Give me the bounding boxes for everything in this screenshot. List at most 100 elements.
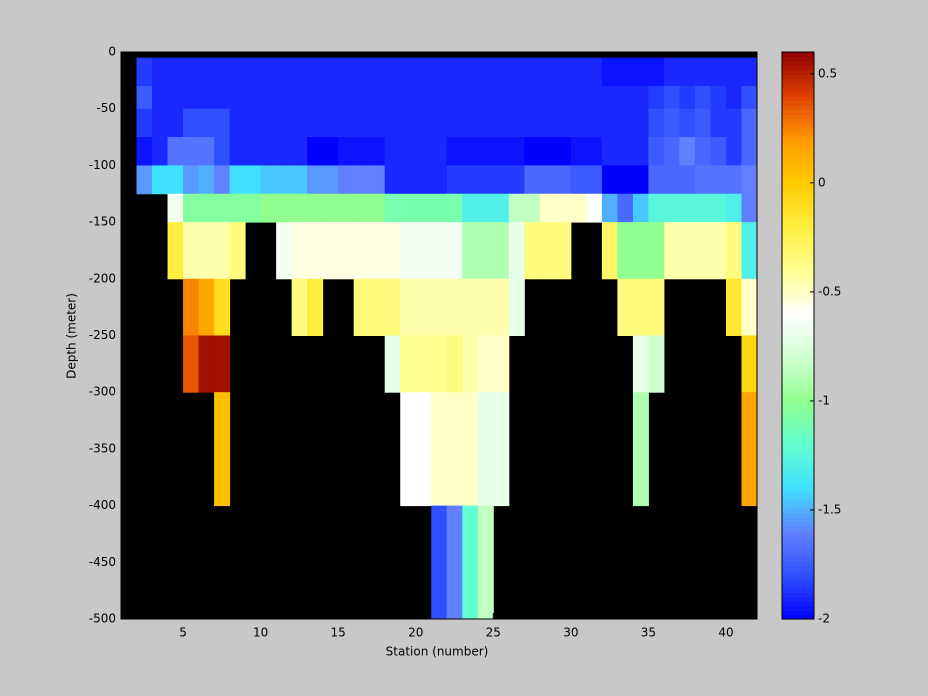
heat-cell — [400, 222, 417, 280]
heat-cell — [555, 108, 572, 138]
heat-cell — [229, 108, 246, 138]
heat-cell — [446, 165, 463, 195]
colorbar-swatch — [782, 251, 814, 257]
colorbar-swatch — [782, 490, 814, 496]
heat-cell — [477, 335, 494, 393]
heat-cell — [322, 86, 339, 110]
heat-cell — [384, 193, 401, 223]
heat-cell — [694, 108, 711, 138]
heat-cell — [539, 222, 556, 280]
heat-cell — [477, 278, 494, 336]
heat-cell — [276, 193, 293, 223]
heat-cell — [694, 57, 711, 87]
colorbar-swatch — [782, 605, 814, 611]
heat-cell — [679, 222, 696, 280]
x-axis-label: Station (number) — [386, 645, 489, 659]
heat-cell — [477, 165, 494, 195]
colorbar-swatch — [782, 512, 814, 518]
heat-cell — [400, 335, 417, 393]
heat-cell — [524, 222, 541, 280]
heat-cell — [214, 86, 231, 110]
heat-cell — [400, 278, 417, 336]
heat-cell — [710, 193, 727, 223]
heat-cell — [415, 278, 432, 336]
heat-cell — [462, 165, 479, 195]
heat-cell — [353, 165, 370, 195]
heat-cell — [415, 335, 432, 393]
heat-cell — [183, 108, 200, 138]
heat-cell — [322, 137, 339, 166]
heat-cell — [524, 108, 541, 138]
heat-cell — [183, 278, 200, 336]
colorbar-swatch — [782, 393, 814, 399]
heat-cell — [741, 165, 758, 195]
colorbar-swatch — [782, 388, 814, 394]
heat-cell — [648, 222, 665, 280]
heat-cell — [167, 193, 184, 223]
heat-cell — [725, 193, 742, 223]
heat-cell — [260, 165, 277, 195]
heat-cell — [493, 193, 510, 223]
colorbar-swatch — [782, 83, 814, 89]
colorbar-swatch — [782, 455, 814, 461]
heat-cell — [462, 335, 479, 393]
colorbar-swatch — [782, 60, 814, 66]
heat-cell — [229, 86, 246, 110]
colorbar-swatch — [782, 583, 814, 589]
colorbar-swatch — [782, 548, 814, 554]
heat-cell — [183, 222, 200, 280]
heat-cell — [617, 86, 634, 110]
colorbar-swatch — [782, 202, 814, 208]
colorbar-swatch — [782, 220, 814, 226]
heat-cell — [353, 137, 370, 166]
heat-cell — [260, 57, 277, 87]
heat-cell — [586, 165, 603, 195]
heat-cell — [679, 108, 696, 138]
heat-cell — [663, 86, 680, 110]
heat-cell — [384, 108, 401, 138]
heat-cell — [725, 278, 742, 336]
colorbar-swatch — [782, 494, 814, 500]
heat-cell — [524, 165, 541, 195]
colorbar-swatch — [782, 295, 814, 301]
colorbar-swatch — [782, 574, 814, 580]
heat-cell — [741, 57, 758, 87]
heat-cell — [508, 165, 525, 195]
heat-cell — [601, 222, 618, 280]
heat-cell — [183, 57, 200, 87]
heat-cell — [493, 392, 510, 507]
heat-cell — [539, 57, 556, 87]
heat-cell — [400, 137, 417, 166]
heat-cell — [369, 137, 386, 166]
x-tick-label: 40 — [718, 626, 733, 640]
colorbar-swatch — [782, 255, 814, 261]
colorbar-swatch — [782, 229, 814, 235]
heat-cell — [524, 57, 541, 87]
heat-cell — [725, 137, 742, 166]
colorbar-swatch — [782, 65, 814, 71]
heat-cell — [369, 222, 386, 280]
heat-cell — [524, 86, 541, 110]
heat-cell — [291, 108, 308, 138]
heat-cell — [462, 57, 479, 87]
y-axis-label: Depth (meter) — [65, 293, 79, 379]
heat-cell — [431, 222, 448, 280]
heat-cell — [710, 137, 727, 166]
heat-cell — [539, 137, 556, 166]
heat-cell — [229, 137, 246, 166]
heat-cell — [198, 86, 215, 110]
heat-cell — [555, 165, 572, 195]
heat-cell — [648, 86, 665, 110]
heat-cell — [307, 222, 324, 280]
colorbar-swatch — [782, 105, 814, 111]
colorbar-swatch — [782, 592, 814, 598]
y-tick-label: -350 — [89, 441, 116, 455]
heat-cell — [431, 392, 448, 507]
colorbar-swatch — [782, 463, 814, 469]
colorbar-swatch — [782, 565, 814, 571]
colorbar-swatch — [782, 109, 814, 115]
colorbar-swatch — [782, 326, 814, 332]
heat-cell — [214, 57, 231, 87]
heat-cell — [648, 137, 665, 166]
